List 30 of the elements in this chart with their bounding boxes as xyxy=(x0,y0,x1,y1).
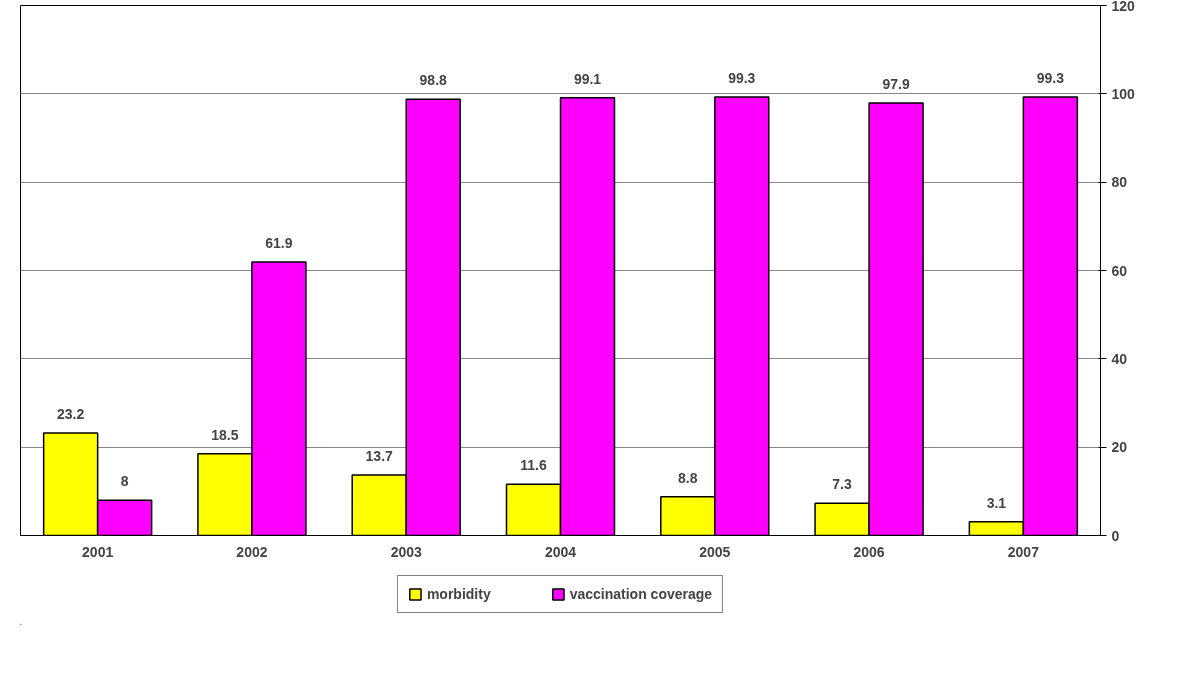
y-tick-label: 60 xyxy=(1111,262,1128,279)
x-tick-label: 2007 xyxy=(1007,543,1040,560)
data-label: 7.3 xyxy=(832,476,853,493)
data-label: 13.7 xyxy=(365,447,394,464)
y-tick-label: 100 xyxy=(1111,85,1136,102)
data-label: 99.3 xyxy=(728,69,756,86)
x-tick-label: 2005 xyxy=(699,543,731,560)
legend-label: vaccination coverage xyxy=(569,586,713,602)
x-tick-label: 2004 xyxy=(544,543,577,560)
data-label: 18.5 xyxy=(211,426,239,443)
y-tick-label: 0 xyxy=(1111,527,1120,544)
data-label: 11.6 xyxy=(520,457,547,474)
x-tick-label: 2001 xyxy=(82,543,114,560)
y-tick-label: 120 xyxy=(1111,0,1136,14)
y-tick-label: 20 xyxy=(1111,439,1128,456)
data-label: 98.8 xyxy=(419,72,448,89)
data-label: 99.1 xyxy=(573,70,602,87)
data-label: 8 xyxy=(120,473,129,490)
x-tick-label: 2002 xyxy=(236,543,268,560)
x-tick-label: 2006 xyxy=(853,543,885,560)
data-label: 97.9 xyxy=(882,76,910,93)
data-label: 23.2 xyxy=(57,406,85,423)
x-tick-label: 2003 xyxy=(390,543,422,560)
y-tick-label: 40 xyxy=(1111,350,1128,367)
legend-label: morbidity xyxy=(426,586,491,602)
data-label: 8.8 xyxy=(678,469,698,486)
data-label: 99.3 xyxy=(1036,69,1065,86)
y-tick-label: 80 xyxy=(1111,174,1128,191)
data-label: 3.1 xyxy=(986,494,1007,511)
data-label: 61.9 xyxy=(265,235,293,252)
